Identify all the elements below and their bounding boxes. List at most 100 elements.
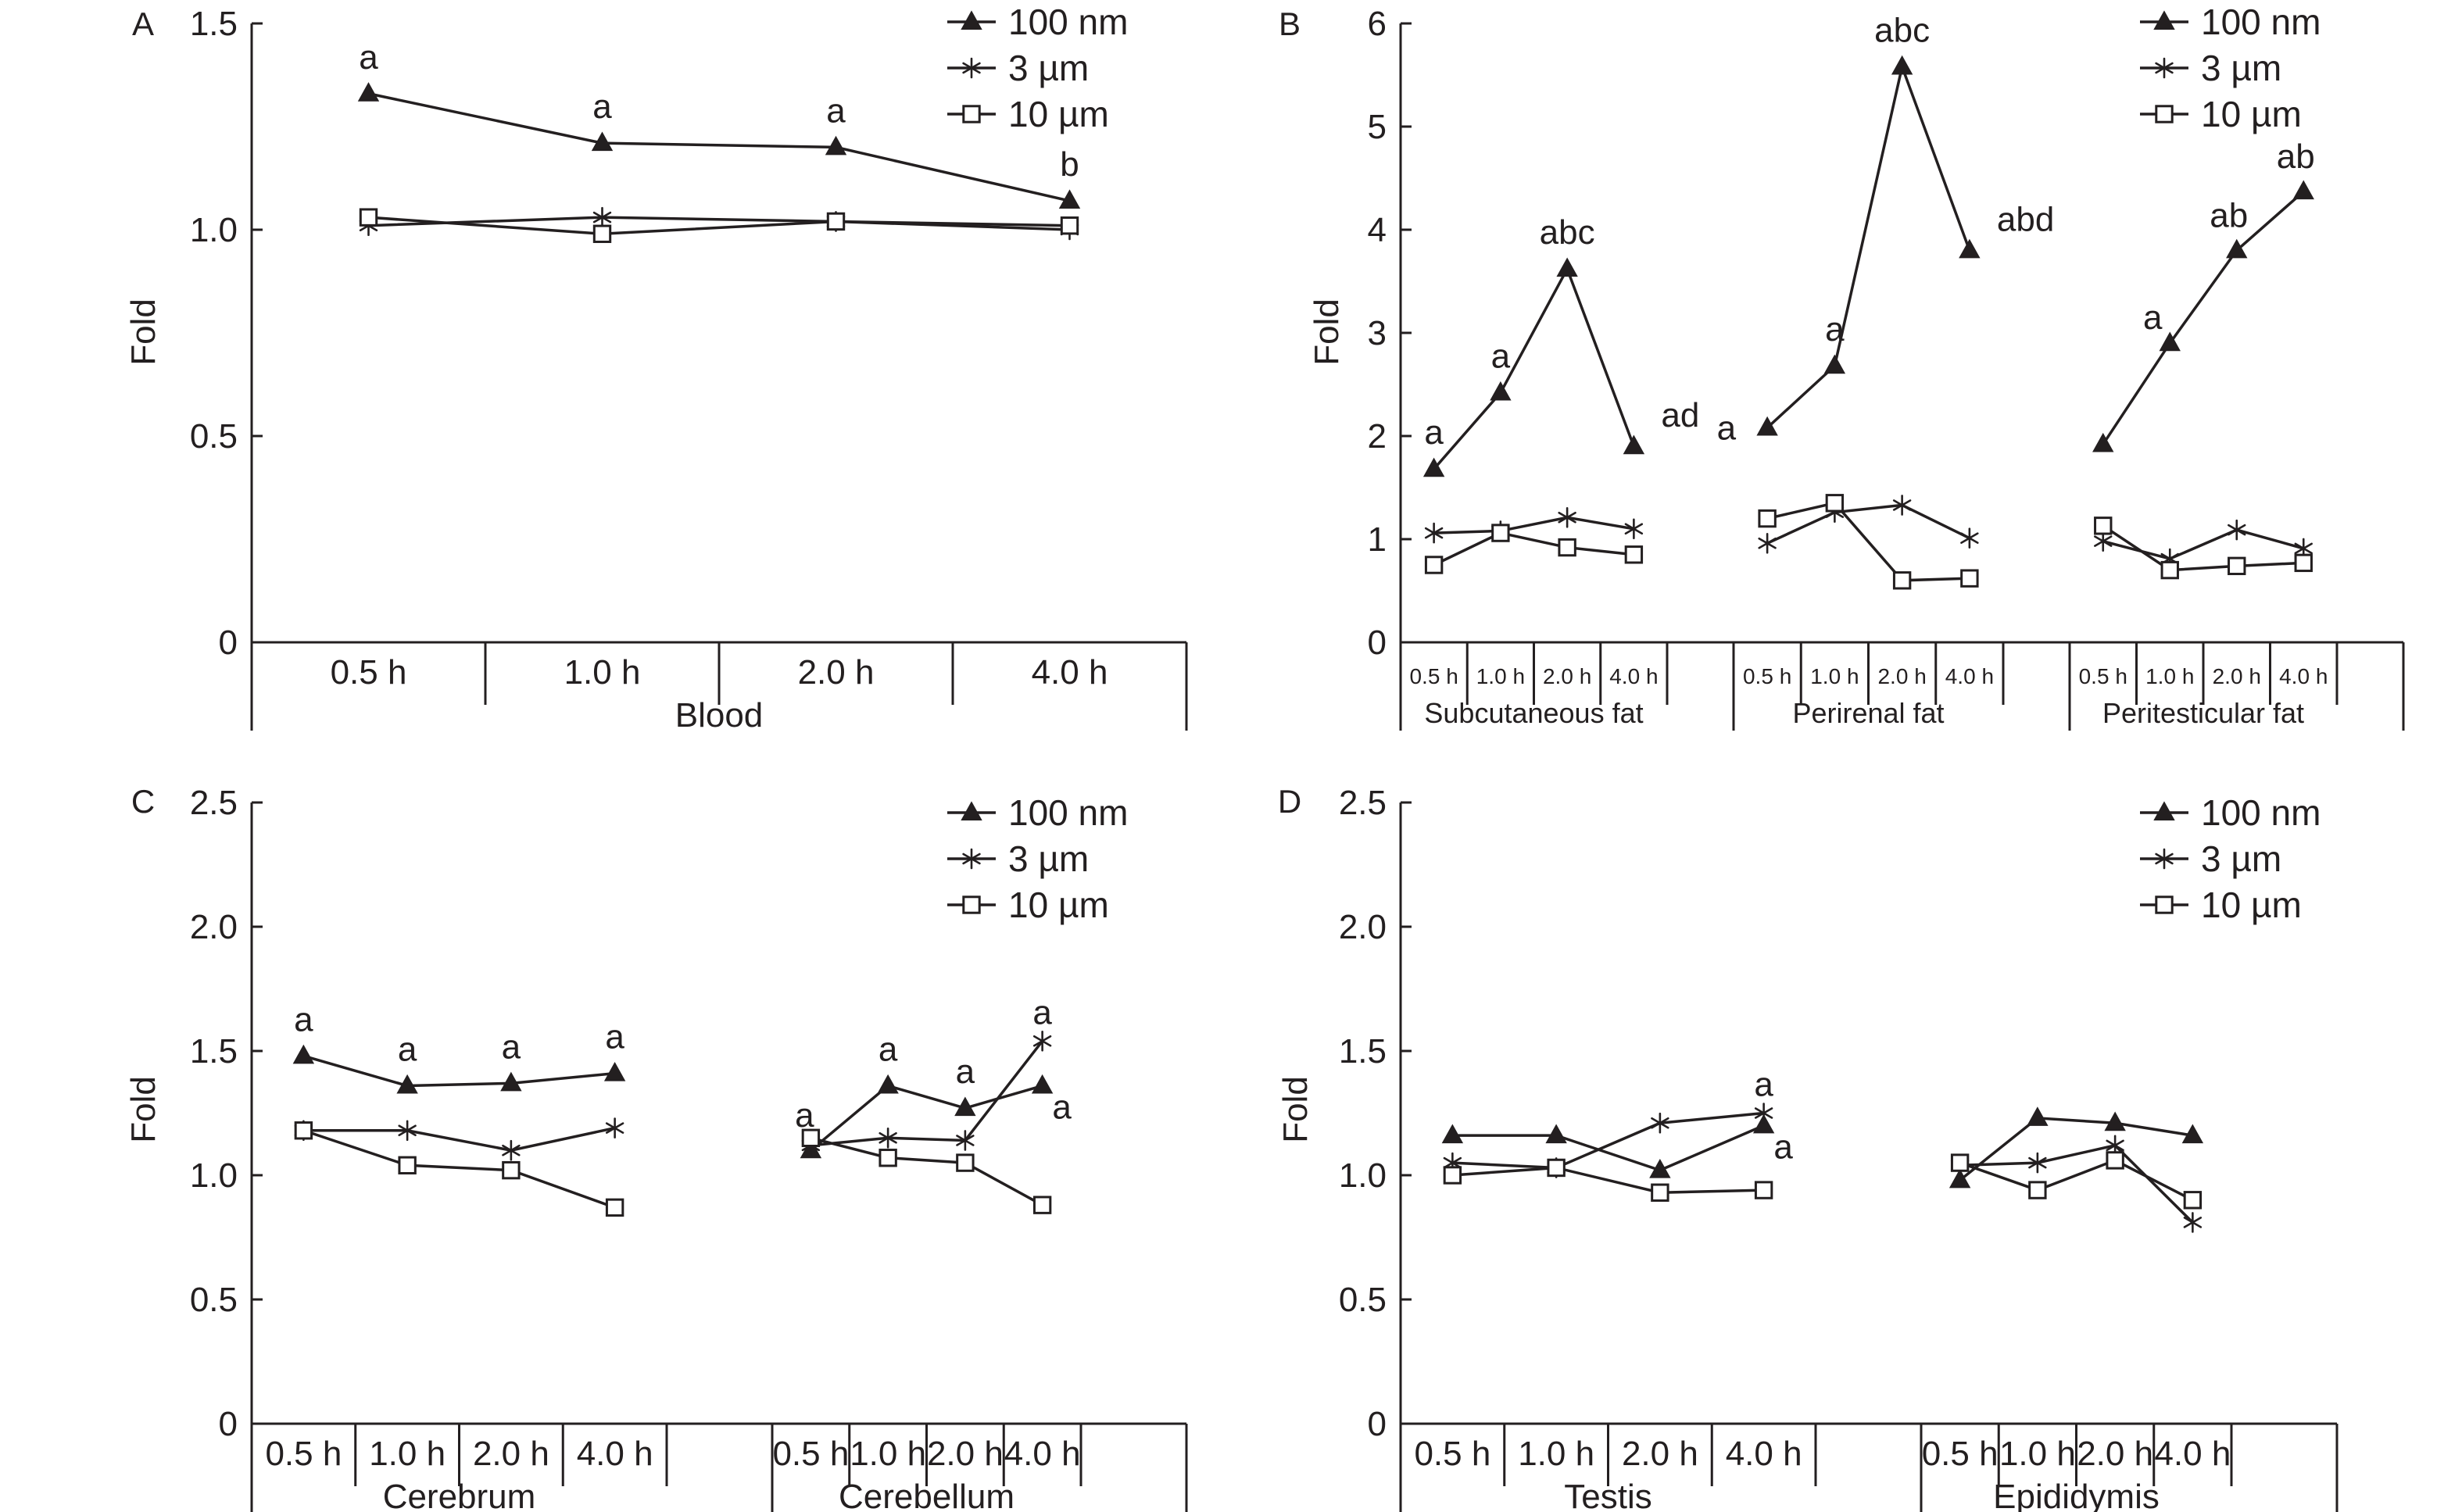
group-label: Peritesticular fat — [2102, 697, 2304, 729]
data-point — [2094, 531, 2113, 552]
data-point — [1823, 354, 1846, 374]
data-point — [1545, 1124, 1567, 1144]
legend-marker — [961, 801, 982, 820]
significance-label: a — [359, 38, 378, 77]
data-point — [1424, 522, 1444, 544]
group-label: Blood — [675, 696, 764, 735]
asterisk-stroke — [2155, 62, 2174, 74]
data-point — [1422, 457, 1445, 477]
significance-label: ab — [2210, 196, 2248, 234]
data-point — [1556, 257, 1578, 277]
data-point — [956, 1153, 975, 1172]
legend-label: 100 nm — [2201, 792, 2321, 833]
data-point — [357, 82, 380, 102]
x-tick-label: 0.5 h — [331, 653, 407, 692]
y-tick-label: 4 — [1368, 211, 1387, 249]
asterisk-stroke — [1754, 1107, 1773, 1119]
data-point — [2181, 1124, 2204, 1144]
legend-label: 10 µm — [1008, 94, 1109, 134]
legend-label: 3 µm — [1008, 838, 1089, 879]
data-point — [502, 1160, 521, 1180]
y-tick-label: 2 — [1368, 417, 1387, 456]
series-10-um — [359, 208, 1079, 243]
asterisk-stroke — [1424, 527, 1444, 539]
series-line — [1452, 1111, 1764, 1170]
asterisk-stroke — [879, 1132, 897, 1144]
asterisk-stroke — [592, 211, 612, 223]
series-line — [302, 1129, 616, 1209]
data-point — [591, 131, 614, 152]
legend-marker — [962, 848, 981, 870]
data-point — [500, 1071, 522, 1092]
data-point — [1424, 556, 1444, 574]
significance-label: a — [592, 88, 612, 126]
x-tick-label: 1.0 h — [1476, 664, 1525, 688]
data-point — [294, 1121, 313, 1140]
significance-label: a — [826, 91, 846, 130]
group-label: Perirenal fat — [1792, 697, 1944, 729]
x-tick-label: 1.0 h — [369, 1435, 446, 1473]
legend-label: 100 nm — [1008, 792, 1128, 833]
data-point — [1547, 1158, 1566, 1178]
legend: 100 nm 3 µm 10 µm — [947, 792, 1128, 925]
legend-marker — [962, 57, 981, 79]
data-point — [1754, 1103, 1773, 1124]
legend-label: 100 nm — [2201, 2, 2321, 42]
asterisk-stroke — [1651, 1117, 1669, 1129]
data-point — [1649, 1158, 1671, 1178]
significance-label: a — [1424, 413, 1444, 452]
data-point — [2226, 238, 2248, 259]
data-point — [292, 1044, 315, 1064]
legend-label: 10 µm — [2201, 94, 2302, 134]
series-line — [1959, 1117, 2193, 1181]
data-point — [1558, 506, 1576, 528]
legend: 100 nm 3 µm 10 µm — [2140, 2, 2321, 134]
y-tick-label: 1.5 — [190, 5, 238, 43]
legend-marker — [961, 10, 982, 30]
asterisk-stroke — [1624, 523, 1644, 535]
y-axis-label: Fold — [124, 298, 163, 366]
series-line — [368, 92, 1070, 202]
series-line — [1766, 503, 1970, 545]
legend-marker — [2153, 801, 2175, 820]
data-point — [1624, 518, 1644, 540]
series-100-nm — [357, 82, 1081, 209]
y-axis-label: Fold — [124, 1076, 163, 1143]
data-point — [1960, 527, 1979, 549]
y-tick-label: 2.0 — [1339, 908, 1387, 946]
y-tick-label: 5 — [1368, 108, 1387, 146]
data-point — [1959, 238, 1981, 259]
data-point — [1756, 416, 1778, 436]
data-point — [1058, 189, 1081, 209]
significance-label: abc — [1874, 11, 1930, 49]
legend-marker — [962, 895, 981, 914]
data-point — [1623, 434, 1645, 455]
legend: 100 nm 3 µm 10 µm — [947, 2, 1128, 134]
y-tick-label: 0 — [1368, 624, 1387, 662]
y-axis-label: Fold — [1308, 298, 1346, 366]
legend-marker — [2155, 895, 2174, 914]
series-line — [1433, 265, 1636, 470]
panel-b: B 0 1 2 3 4 5 6 Fold 0.5 h 1.0 h 2.0 h 4.0 h Subcutan… — [1279, 2, 2405, 731]
y-axis-label: Fold — [1276, 1076, 1315, 1143]
data-point — [1651, 1112, 1669, 1134]
y-tick-label: 6 — [1368, 5, 1387, 43]
series-line — [1452, 1166, 1764, 1195]
group-label: Cerebellum — [839, 1478, 1015, 1512]
data-point — [1032, 1196, 1052, 1214]
asterisk-stroke — [1032, 1035, 1052, 1047]
asterisk-stroke — [1960, 532, 1979, 544]
y-tick-label: 1.0 — [1339, 1156, 1387, 1195]
series-line — [1766, 62, 1971, 429]
significance-label: a — [879, 1031, 898, 1069]
x-tick-label: 4.0 h — [1032, 653, 1108, 692]
data-point — [1491, 524, 1510, 542]
asterisk-stroke — [2294, 542, 2313, 555]
data-point — [1441, 1124, 1464, 1144]
x-tick-label: 0.5 h — [2079, 664, 2127, 688]
y-tick-label: 0.5 — [190, 417, 238, 456]
data-point — [1558, 538, 1576, 557]
data-point — [396, 1074, 418, 1094]
significance-label: a — [502, 1028, 521, 1066]
data-point — [1948, 1168, 1971, 1189]
